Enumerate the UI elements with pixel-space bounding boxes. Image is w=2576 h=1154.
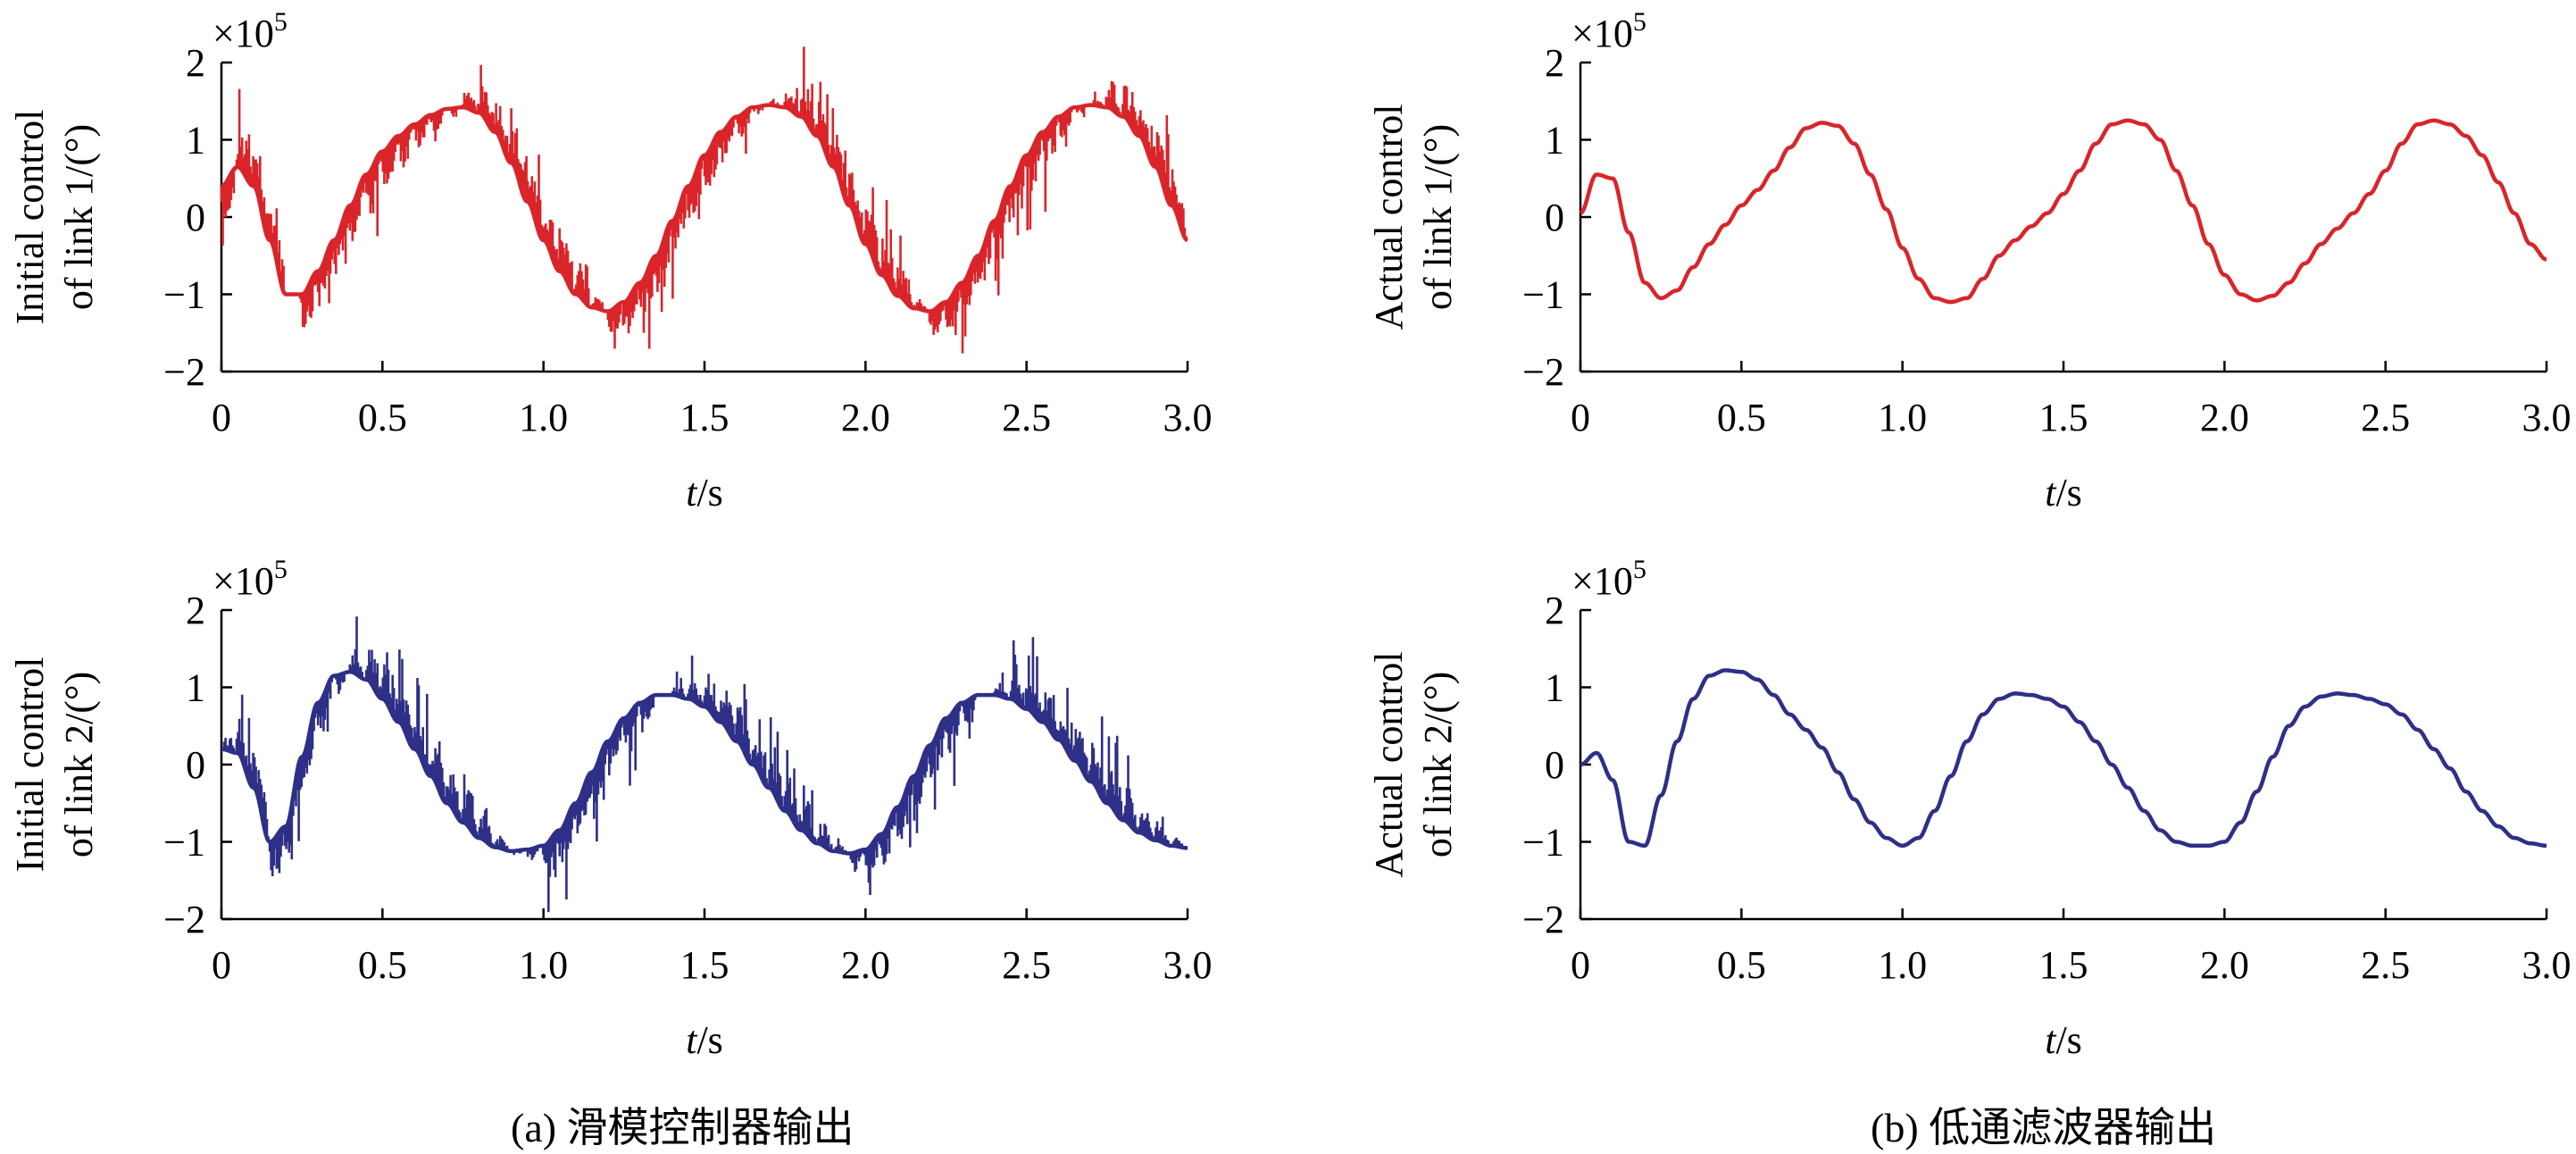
x-tick-label: 1.5 — [680, 943, 729, 987]
y-tick-label: 2 — [186, 589, 205, 632]
x-tick-label: 2.0 — [841, 943, 890, 987]
x-tick-label: 3.0 — [1163, 396, 1213, 439]
x-tick-label: 0 — [1571, 943, 1590, 987]
series-line — [1579, 668, 2548, 849]
y-tick-label: 1 — [186, 666, 205, 710]
y-axis-label-line2: of link 2/(°) — [1416, 672, 1460, 857]
x-tick-label: 2.0 — [841, 396, 890, 439]
y-tick-label: −1 — [1522, 821, 1564, 865]
x-tick-label: 3.0 — [1163, 943, 1213, 987]
y-tick-label: −1 — [163, 273, 205, 317]
y-axis-label-line1: Initial control — [8, 110, 52, 325]
series-line — [1579, 118, 2548, 305]
x-tick-label: 0.5 — [1717, 396, 1766, 439]
y-tick-label: −2 — [163, 350, 205, 394]
y-axis-label-line2: of link 2/(°) — [57, 672, 101, 857]
axis-multiplier: ×105 — [213, 7, 288, 55]
axis-multiplier: ×105 — [1571, 7, 1646, 55]
y-tick-label: 1 — [1545, 666, 1564, 710]
chart-b-top: −2 −1 0 1 2 0 0.5 1.0 1.5 2.0 2.5 3.0 ×105 t/s Actual … — [1367, 7, 2572, 514]
y-tick-label: 2 — [1545, 41, 1564, 85]
x-tick-label: 2.5 — [1002, 943, 1051, 987]
x-tick-label: 2.0 — [2200, 943, 2249, 987]
y-axis-label-line2: of link 1/(°) — [1416, 124, 1460, 310]
y-tick-label: −1 — [163, 821, 205, 865]
y-tick-label: 2 — [186, 41, 205, 85]
x-tick-label: 1.5 — [680, 396, 729, 439]
chart-b-bottom: −2 −1 0 1 2 0 0.5 1.0 1.5 2.0 2.5 3.0 ×105 t/s Actual … — [1367, 555, 2572, 1062]
x-tick-label: 0 — [212, 943, 231, 987]
x-axis-label: t/s — [2045, 1018, 2082, 1062]
y-tick-label: 0 — [186, 196, 205, 239]
y-tick-label: 1 — [1545, 119, 1564, 163]
x-axis-label: t/s — [2045, 471, 2082, 514]
x-axis-label: t/s — [686, 471, 723, 514]
x-tick-label: 1.0 — [519, 396, 568, 439]
y-tick-label: 0 — [1545, 196, 1564, 239]
y-tick-label: 1 — [186, 119, 205, 163]
caption-a: (a) 滑模控制器输出 — [511, 1105, 854, 1150]
chart-a-bottom: −2 −1 0 1 2 0 0.5 1.0 1.5 2.0 2.5 3.0 ×105 t/s Initial… — [8, 555, 1213, 1062]
x-tick-label: 0.5 — [358, 396, 407, 439]
x-tick-label: 1.0 — [1878, 396, 1927, 439]
y-tick-label: 0 — [1545, 743, 1564, 787]
y-axis-label-line1: Actual control — [1367, 652, 1411, 878]
x-tick-label: 0 — [212, 396, 231, 439]
y-tick-label: −2 — [1522, 898, 1564, 941]
chart-a-top: −2 −1 0 1 2 0 0.5 1.0 1.5 2.0 2.5 3.0 ×105 t/s Initial… — [8, 7, 1213, 514]
x-tick-label: 3.0 — [2522, 943, 2572, 987]
y-axis-label-line2: of link 1/(°) — [57, 124, 101, 310]
x-tick-label: 1.5 — [2039, 396, 2088, 439]
y-tick-label: −2 — [163, 898, 205, 941]
x-axis-label: t/s — [686, 1018, 723, 1062]
x-tick-label: 0.5 — [358, 943, 407, 987]
x-tick-label: 2.5 — [2361, 943, 2410, 987]
x-tick-label: 2.0 — [2200, 396, 2249, 439]
x-tick-label: 1.0 — [519, 943, 568, 987]
series-chattering — [222, 616, 1184, 913]
x-tick-label: 0 — [1571, 396, 1590, 439]
y-tick-label: −2 — [1522, 350, 1564, 394]
y-tick-label: 2 — [1545, 589, 1564, 632]
y-axis-label-line1: Initial control — [8, 657, 52, 873]
y-tick-label: −1 — [1522, 273, 1564, 317]
x-tick-label: 3.0 — [2522, 396, 2572, 439]
x-tick-label: 1.5 — [2039, 943, 2088, 987]
x-tick-label: 2.5 — [2361, 396, 2410, 439]
caption-b: (b) 低通滤波器输出 — [1871, 1105, 2217, 1150]
y-axis-label-line1: Actual control — [1367, 105, 1411, 330]
x-tick-label: 1.0 — [1878, 943, 1927, 987]
axis-multiplier: ×105 — [213, 555, 288, 603]
y-tick-label: 0 — [186, 743, 205, 787]
series-chattering — [220, 46, 1188, 354]
x-tick-label: 2.5 — [1002, 396, 1051, 439]
axis-multiplier: ×105 — [1571, 555, 1646, 603]
x-tick-label: 0.5 — [1717, 943, 1766, 987]
